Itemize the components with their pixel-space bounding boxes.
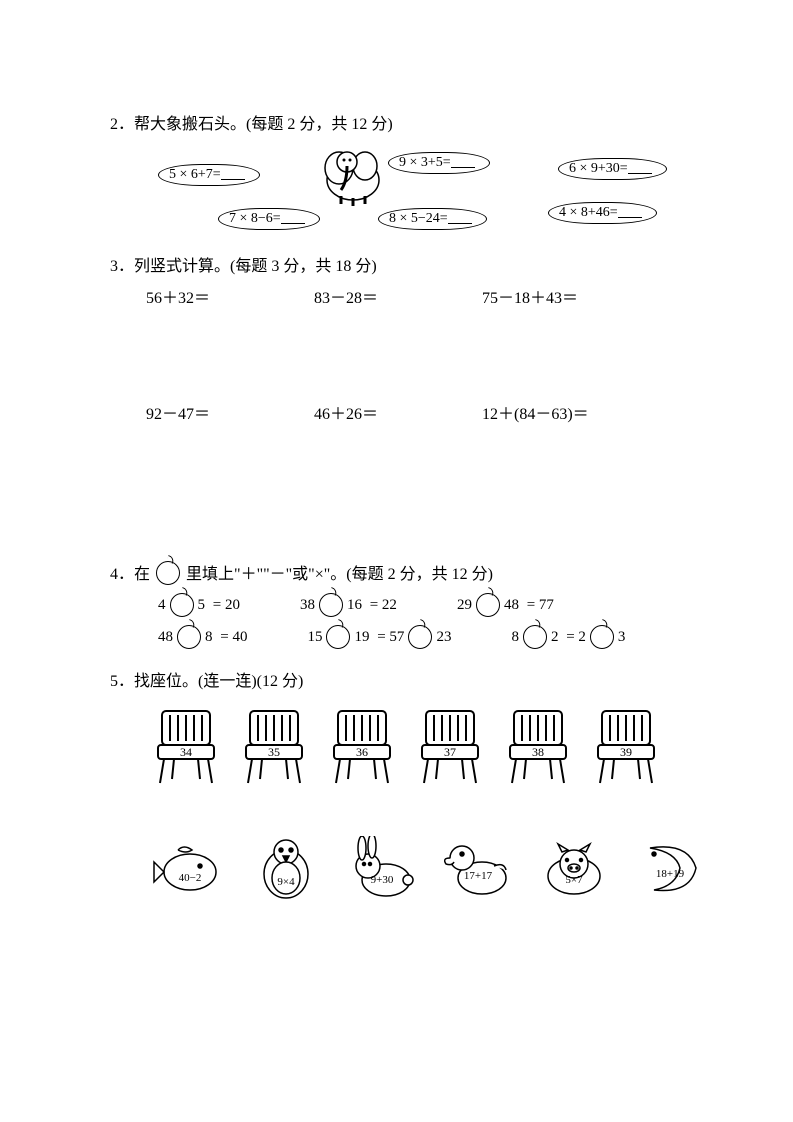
operand: 19 <box>354 629 369 646</box>
q3-row2: 92－47＝ 46＋26＝ 12＋(84－63)＝ <box>146 400 683 424</box>
q3-cell: 46＋26＝ <box>314 400 434 424</box>
stone: 6 × 9+30= <box>558 158 667 180</box>
chair-number: 34 <box>150 745 222 760</box>
animal: 18+19 <box>630 836 710 905</box>
q4-before: 在 <box>134 566 150 583</box>
result: = 57 <box>377 629 404 646</box>
operand: 8 <box>511 629 519 646</box>
q5-text: 找座位。(连一连)(12 分) <box>134 673 303 690</box>
q4-item: 8 2 = 2 3 <box>511 625 625 649</box>
animal-expr: 9+30 <box>342 874 422 886</box>
q4-num: 4． <box>110 566 134 583</box>
stone: 7 × 8−6= <box>218 208 320 230</box>
stone: 8 × 5−24= <box>378 208 487 230</box>
q4-item: 4 5 = 20 <box>158 593 240 617</box>
animal: 40−2 <box>150 836 230 905</box>
apple-icon <box>156 561 180 585</box>
operand: 8 <box>205 629 213 646</box>
stone: 5 × 6+7= <box>158 164 260 186</box>
q4-item: 29 48 = 77 <box>457 593 554 617</box>
animal-expr: 9×4 <box>246 876 326 888</box>
q2-text: 帮大象搬石头。(每题 2 分，共 12 分) <box>134 116 393 133</box>
q5-num: 5． <box>110 673 134 690</box>
q4-item: 15 19 = 57 23 <box>307 625 451 649</box>
operand: 48 <box>158 629 173 646</box>
q5-header: 5．找座位。(连一连)(12 分) <box>110 667 683 691</box>
operand: 3 <box>618 629 626 646</box>
q2-num: 2． <box>110 116 134 133</box>
result: = 22 <box>370 597 397 614</box>
animal: 17+17 <box>438 836 518 905</box>
chair: 35 <box>238 707 310 790</box>
elephant-icon <box>313 132 393 212</box>
stone: 4 × 8+46= <box>548 202 657 224</box>
chair-number: 35 <box>238 745 310 760</box>
animals-row: 40−2 9×4 9+30 17+17 5×7 18+19 <box>150 836 683 905</box>
chair-number: 36 <box>326 745 398 760</box>
q3-num: 3． <box>110 258 134 275</box>
q3-cell: 75－18＋43＝ <box>482 284 602 308</box>
animal-expr: 17+17 <box>438 870 518 882</box>
operand: 23 <box>436 629 451 646</box>
apple-icon[interactable] <box>476 593 500 617</box>
animal: 9+30 <box>342 836 422 905</box>
animal: 5×7 <box>534 836 614 905</box>
apple-icon[interactable] <box>326 625 350 649</box>
animal: 9×4 <box>246 836 326 905</box>
apple-icon[interactable] <box>170 593 194 617</box>
q4-item: 38 16 = 22 <box>300 593 397 617</box>
apple-icon[interactable] <box>177 625 201 649</box>
chair-number: 37 <box>414 745 486 760</box>
apple-icon[interactable] <box>590 625 614 649</box>
result: = 77 <box>527 597 554 614</box>
chair: 38 <box>502 707 574 790</box>
operand: 15 <box>307 629 322 646</box>
chair: 39 <box>590 707 662 790</box>
q4-row1: 4 5 = 20 38 16 = 22 29 48 = 77 <box>158 593 683 617</box>
operand: 4 <box>158 597 166 614</box>
q3-text: 列竖式计算。(每题 3 分，共 18 分) <box>134 258 377 275</box>
q3-header: 3．列竖式计算。(每题 3 分，共 18 分) <box>110 252 683 276</box>
chair-number: 38 <box>502 745 574 760</box>
q3-cell: 92－47＝ <box>146 400 266 424</box>
chair: 36 <box>326 707 398 790</box>
operand: 16 <box>347 597 362 614</box>
apple-icon[interactable] <box>319 593 343 617</box>
result: = 20 <box>213 597 240 614</box>
q4-row2: 48 8 = 40 15 19 = 57 23 8 2 = 2 3 <box>158 625 683 649</box>
operand: 2 <box>551 629 559 646</box>
apple-icon[interactable] <box>523 625 547 649</box>
q4-header: 4．在 里填上"＋""－"或"×"。(每题 2 分，共 12 分) <box>110 560 683 585</box>
q3-cell: 12＋(84－63)＝ <box>482 400 602 424</box>
operand: 48 <box>504 597 519 614</box>
animal-expr: 18+19 <box>630 868 710 880</box>
apple-icon[interactable] <box>408 625 432 649</box>
animal-expr: 40−2 <box>150 872 230 884</box>
q3-row1: 56＋32＝ 83－28＝ 75－18＋43＝ <box>146 284 683 308</box>
operand: 38 <box>300 597 315 614</box>
q4-after: 里填上"＋""－"或"×"。(每题 2 分，共 12 分) <box>186 566 493 583</box>
chair-number: 39 <box>590 745 662 760</box>
q2-header: 2．帮大象搬石头。(每题 2 分，共 12 分) <box>110 110 683 134</box>
q3-cell: 56＋32＝ <box>146 284 266 308</box>
operand: 29 <box>457 597 472 614</box>
operand: 5 <box>198 597 206 614</box>
q4-item: 48 8 = 40 <box>158 625 247 649</box>
chairs-row: 34 35 36 37 <box>150 707 683 790</box>
chair: 34 <box>150 707 222 790</box>
stone: 9 × 3+5= <box>388 152 490 174</box>
result: = 2 <box>566 629 586 646</box>
q3-cell: 83－28＝ <box>314 284 434 308</box>
stones-area: 5 × 6+7= 9 × 3+5= 6 × 9+30= 7 × 8−6= 8 × 5−2… <box>158 142 718 242</box>
result: = 40 <box>220 629 247 646</box>
animal-expr: 5×7 <box>534 874 614 886</box>
chair: 37 <box>414 707 486 790</box>
